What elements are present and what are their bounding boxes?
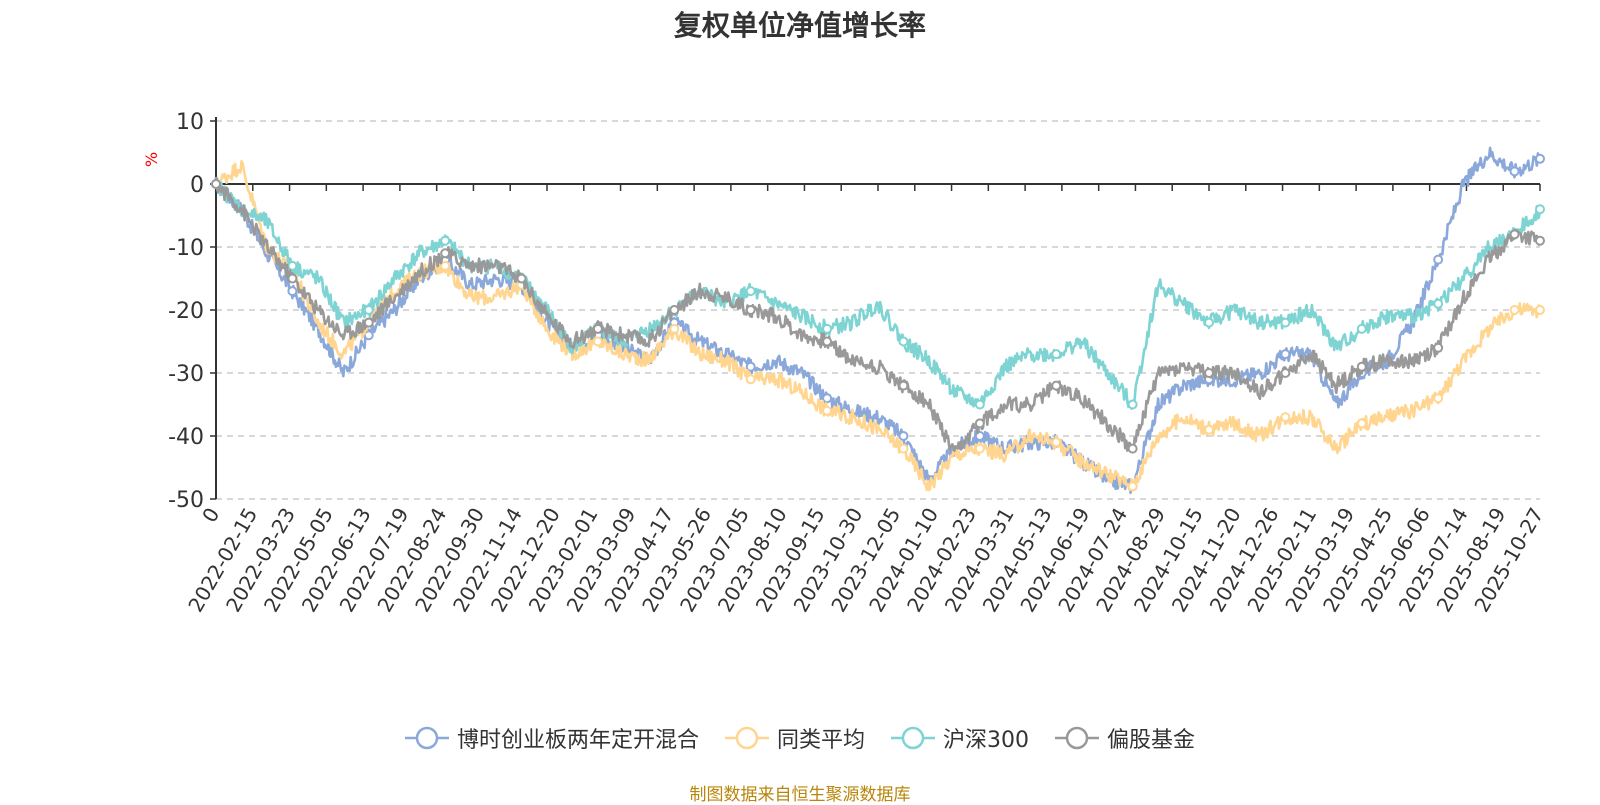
series-point [592,336,603,347]
y-tick-label: 0 [190,173,204,198]
series-point [1127,399,1138,410]
series-point [898,443,909,454]
series-point [1535,204,1545,215]
series-point [1280,317,1291,328]
series-point [1509,166,1520,177]
series-point [287,273,298,284]
series-point [1356,418,1367,429]
series-point [745,286,756,297]
series-point [1127,443,1138,454]
series-point [440,235,451,246]
chart-legend: 博时创业板两年定开混合 同类平均 沪深300 偏股基金 [0,722,1600,754]
series-point [1509,229,1520,240]
series-point [974,418,985,429]
y-tick-label: 10 [176,110,204,135]
series-point [822,405,833,416]
series-point [287,260,298,271]
series-point [898,380,909,391]
series-point [1204,424,1214,435]
legend-item-peer-average[interactable]: 同类平均 [724,722,865,754]
legend-item-equity-fund[interactable]: 偏股基金 [1055,722,1195,754]
series-point [287,286,298,297]
series-point [1280,368,1291,378]
series-point [1535,305,1545,315]
y-tick-label: -40 [168,425,204,450]
legend-item-fund[interactable]: 博时创业板两年定开混合 [404,722,699,754]
series-point [898,431,909,441]
legend-marker-icon [891,726,935,750]
series-point [745,374,756,385]
series-point [363,317,374,328]
series-point [822,393,833,404]
legend-item-hs300[interactable]: 沪深300 [891,722,1029,754]
series-point [1433,298,1444,309]
series-point [1051,437,1062,448]
series-point [1433,254,1444,265]
series-point [363,330,374,341]
legend-label: 博时创业板两年定开混合 [456,728,699,753]
y-tick-label: -10 [168,236,204,261]
series-line-1 [214,160,1542,492]
legend-marker-icon [404,726,449,750]
series-point [745,361,756,372]
y-tick-label: -50 [168,488,204,513]
series-point [1535,235,1545,246]
series-point [363,305,374,315]
series-point [516,273,527,284]
series-point [592,323,603,334]
series-point [1433,393,1444,404]
series-point [1204,317,1214,328]
legend-marker-icon [1055,726,1099,750]
series-point [822,336,833,347]
series-point [1535,153,1545,164]
series-point [440,248,451,259]
line-chart: 100-10-20-30-40-5002022-02-152022-03-232… [168,110,1548,616]
series-point [1280,412,1291,423]
series-point [1509,305,1520,315]
x-tick-label: 0 [197,504,224,527]
series-point [1356,323,1367,334]
series-point [211,179,221,189]
series-point [974,399,985,410]
series-line-2 [214,176,1542,411]
series-point [1356,361,1367,372]
series-point [1280,349,1291,360]
series-point [822,323,833,334]
series-point [1127,481,1138,492]
series-point [669,323,680,334]
series-point [1204,368,1214,378]
series-point [974,443,985,454]
legend-marker-icon [724,726,769,750]
chart-title: 复权单位净值增长率 [673,9,926,42]
series-point [898,336,909,347]
series-point [1433,342,1444,353]
data-source-note: 制图数据来自恒生聚源数据库 [689,785,911,805]
series-line-3 [214,176,1542,453]
series-point [1051,349,1062,360]
y-tick-label: -30 [168,362,204,387]
series-point [440,260,451,271]
legend-label: 偏股基金 [1107,728,1196,753]
series-point [745,305,756,315]
legend-label: 同类平均 [776,728,865,753]
series-point [1051,380,1062,391]
series-point [669,305,680,315]
y-tick-label: -20 [168,299,204,324]
legend-label: 沪深300 [943,728,1029,753]
